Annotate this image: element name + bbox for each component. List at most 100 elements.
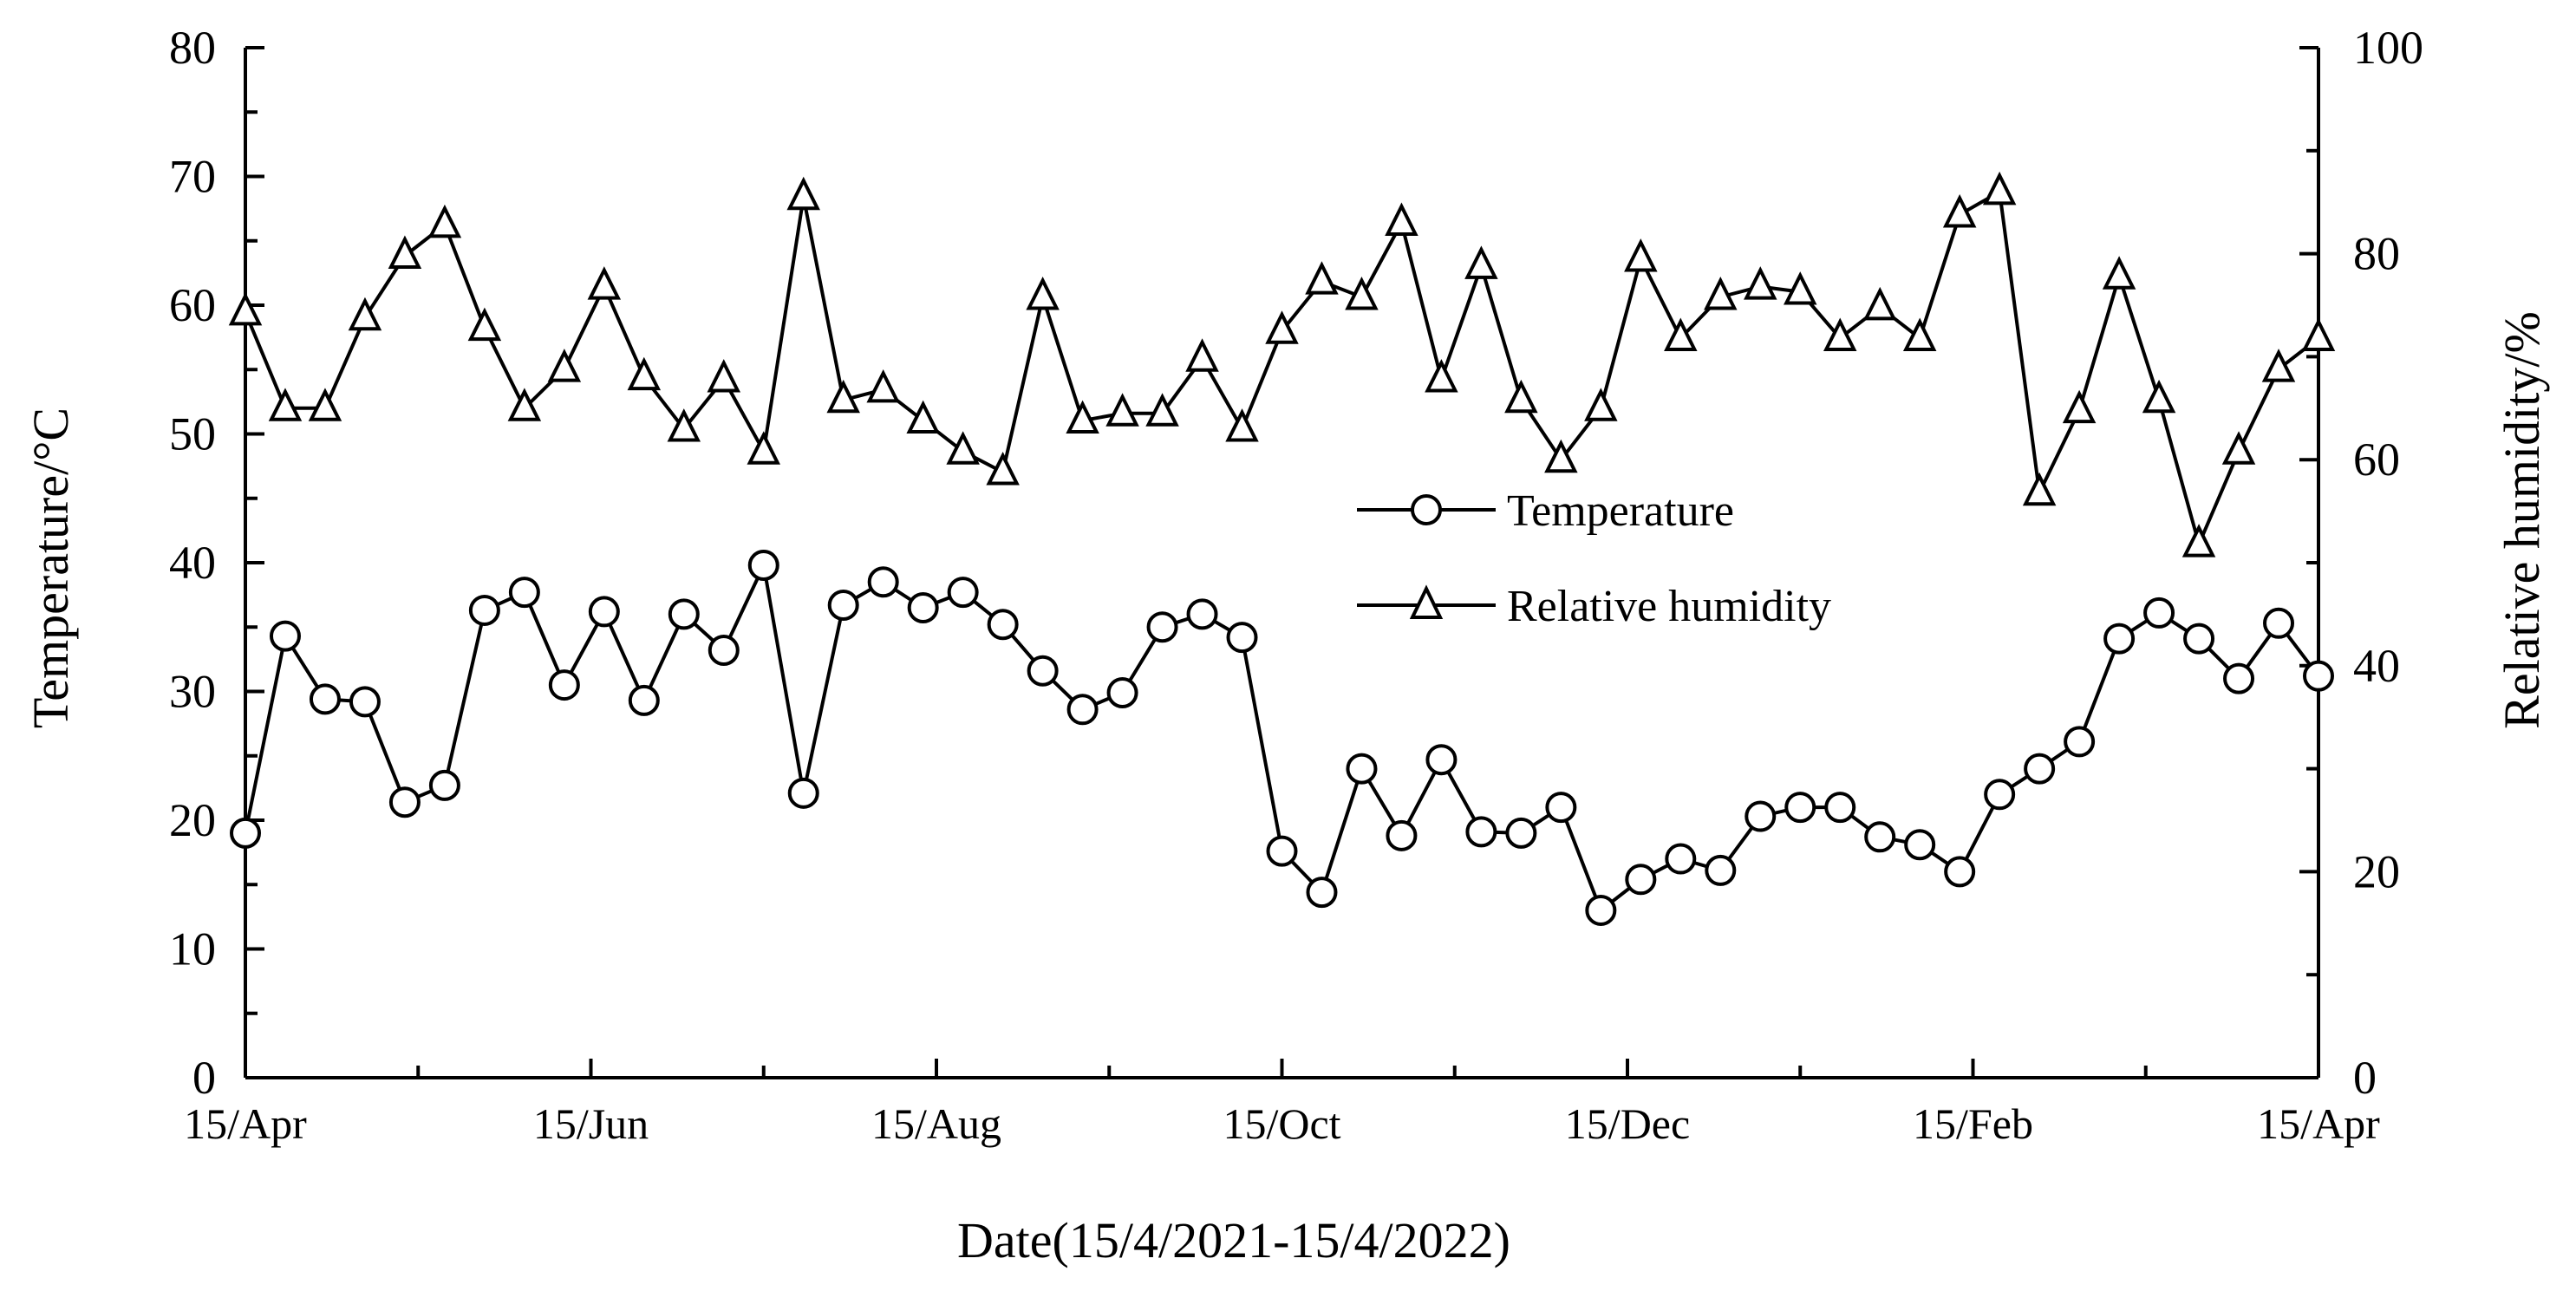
- humidity-point: [1185, 338, 1219, 372]
- temperature-point: [668, 598, 700, 630]
- temperature-point: [987, 609, 1019, 641]
- temperature-point: [349, 686, 381, 718]
- temperature-point: [1226, 622, 1258, 654]
- temperature-point: [1665, 843, 1697, 875]
- humidity-point: [1225, 408, 1259, 442]
- temperature-point: [2263, 607, 2295, 639]
- temperature-point: [1425, 744, 1458, 776]
- temperature-point: [508, 577, 540, 609]
- humidity-point: [547, 349, 582, 382]
- temperature-point: [1824, 792, 1856, 824]
- temperature-point: [548, 669, 580, 701]
- humidity-point: [2062, 389, 2097, 424]
- legend-marker-humidity: [1409, 584, 1444, 619]
- humidity-point: [427, 204, 462, 238]
- x-tick-label: 15/Dec: [1565, 1099, 1690, 1148]
- humidity-point: [2301, 317, 2336, 352]
- y-left-tick-label: 30: [169, 666, 216, 718]
- humidity-point: [348, 297, 382, 331]
- humidity-point: [2022, 472, 2057, 506]
- humidity-point: [1624, 238, 1658, 272]
- humidity-point: [906, 400, 940, 434]
- x-tick-label: 15/Apr: [184, 1099, 307, 1148]
- temperature-point: [388, 786, 421, 818]
- temperature-point: [588, 596, 620, 628]
- temperature-point: [708, 634, 740, 666]
- humidity-point: [986, 451, 1020, 486]
- humidity-point: [1704, 277, 1738, 310]
- humidity-point: [826, 379, 860, 414]
- humidity-point: [308, 388, 342, 421]
- temperature-point: [269, 620, 301, 652]
- y-left-tick-label: 10: [169, 923, 216, 975]
- temperature-point: [867, 566, 899, 598]
- humidity-point: [866, 368, 900, 403]
- y-left-tick-label: 20: [169, 794, 216, 846]
- y-left-tick-label: 80: [169, 22, 216, 74]
- humidity-point: [1105, 393, 1139, 427]
- temperature-point: [1545, 792, 1577, 824]
- x-tick-label: 15/Aug: [871, 1099, 1001, 1148]
- humidity-point: [667, 408, 701, 442]
- humidity-point: [228, 291, 263, 326]
- humidity-point: [2261, 349, 2296, 382]
- humidity-point: [1902, 317, 1937, 352]
- humidity-point: [1942, 193, 1977, 228]
- humidity-point: [1862, 286, 1897, 321]
- temperature-point: [1465, 816, 1497, 848]
- temperature-point: [787, 777, 819, 809]
- humidity-point: [2102, 256, 2136, 290]
- humidity-point: [627, 356, 662, 391]
- y-left-tick-label: 50: [169, 408, 216, 460]
- temperature-point: [2064, 726, 2096, 758]
- humidity-point: [507, 388, 542, 421]
- temperature-point: [1306, 877, 1338, 909]
- y-right-tick-label: 0: [2353, 1052, 2377, 1104]
- temperature-point: [1346, 753, 1378, 785]
- temperature-point: [428, 769, 460, 801]
- humidity-point: [1823, 317, 1857, 352]
- humidity-point: [1982, 171, 2017, 205]
- humidity-point: [1584, 388, 1618, 421]
- legend-label-humidity: Relative humidity: [1507, 582, 1831, 631]
- humidity-point: [786, 176, 820, 211]
- x-tick-label: 15/Oct: [1223, 1099, 1340, 1148]
- temperature-point: [2183, 623, 2215, 655]
- humidity-point: [467, 307, 502, 342]
- y-right-tick-label: 80: [2353, 228, 2400, 280]
- y-right-tick-label: 100: [2353, 22, 2423, 74]
- humidity-point: [747, 431, 780, 465]
- temperature-point: [1106, 676, 1138, 708]
- humidity-point: [1504, 379, 1538, 414]
- humidity-point: [268, 388, 303, 421]
- legend-marker-temperature: [1411, 494, 1442, 525]
- temperature-point: [1386, 819, 1418, 851]
- temperature-point: [1864, 821, 1896, 853]
- x-tick-label: 15/Apr: [2257, 1099, 2380, 1148]
- legend: Temperature Relative humidity: [1357, 486, 1831, 631]
- tick-labels: 0 10 20 30 40 50 60 70 80 0 20 40 60 80 100 15/Apr 15/Ju…: [169, 22, 2423, 1148]
- humidity-point: [1544, 439, 1578, 473]
- temperature-point: [2024, 753, 2056, 785]
- humidity-point: [1066, 400, 1099, 434]
- temperature-point: [1705, 854, 1737, 886]
- x-tick-label: 15/Jun: [533, 1099, 649, 1148]
- x-tick-label: 15/Feb: [1913, 1099, 2033, 1148]
- humidity-point: [2221, 431, 2256, 465]
- temperature-point: [1904, 829, 1936, 861]
- temperature-point: [1186, 598, 1218, 630]
- temperature-point: [468, 594, 500, 626]
- temperature-point: [2303, 660, 2334, 692]
- y-axis-title-right: Relative humidity/%: [2494, 311, 2550, 729]
- humidity-point: [946, 431, 980, 465]
- temperature-point: [1944, 856, 1976, 888]
- y-right-tick-label: 60: [2353, 434, 2400, 486]
- temperature-point: [947, 577, 979, 609]
- humidity-point: [707, 359, 741, 393]
- y-right-tick-label: 20: [2353, 845, 2400, 897]
- temperature-point: [1984, 779, 2016, 811]
- humidity-point: [1265, 310, 1299, 344]
- x-axis-title: Date(15/4/2021-15/4/2022): [957, 1212, 1510, 1268]
- humidity-point: [1664, 317, 1698, 352]
